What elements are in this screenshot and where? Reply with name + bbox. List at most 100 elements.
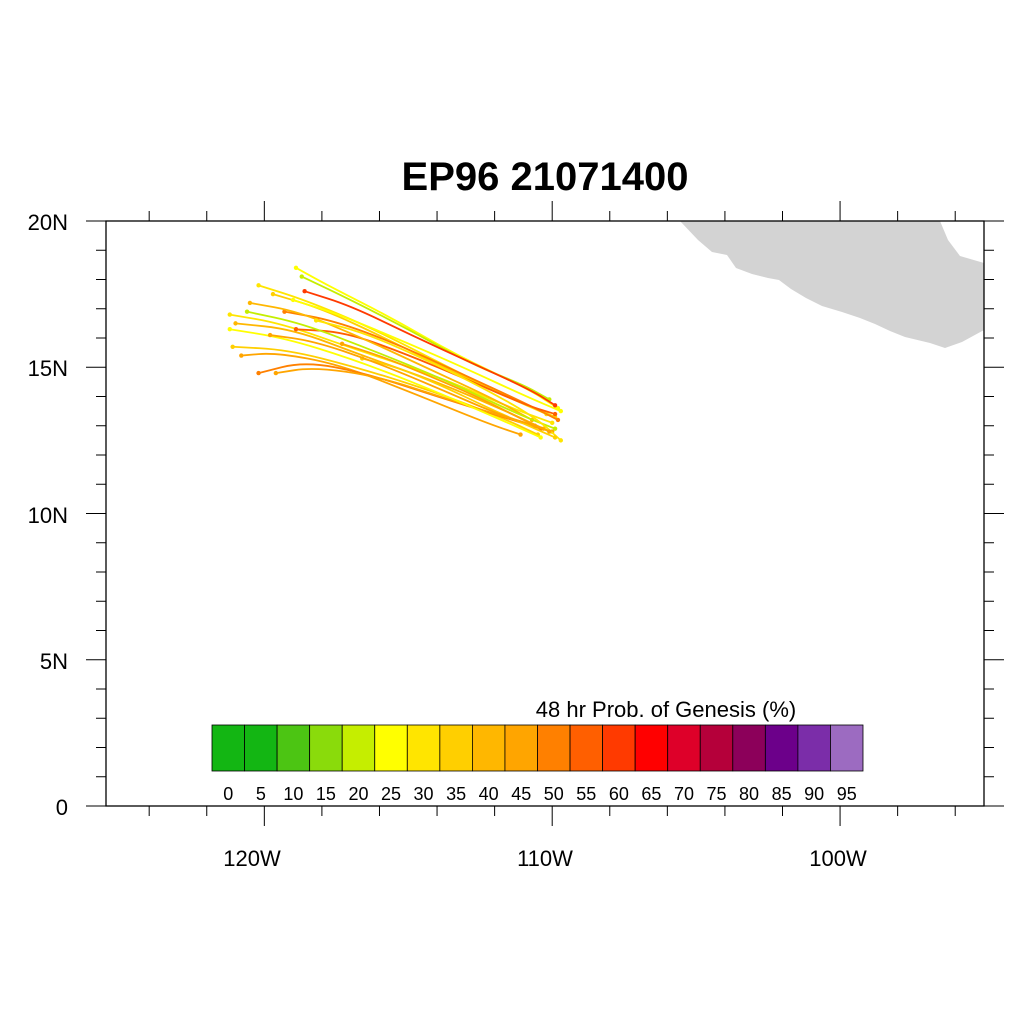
track-point: [299, 274, 304, 279]
track-line: [341, 342, 550, 433]
tracks-layer: [227, 265, 564, 443]
track-point: [552, 426, 558, 431]
x-tick-label-120w: 120W: [223, 846, 281, 871]
track-line: [295, 267, 559, 409]
track-line: [235, 322, 544, 430]
track-point: [538, 435, 543, 440]
colorbar-swatch: [732, 724, 766, 772]
track-point: [552, 435, 558, 440]
track-point: [247, 300, 253, 306]
track-point: [267, 332, 273, 338]
x-tick-label-110w: 110W: [517, 846, 573, 871]
colorbar-swatch: [406, 724, 441, 772]
colorbar-swatch: [276, 724, 311, 772]
colorbar-label: 15: [316, 784, 336, 804]
colorbar-label: 35: [446, 784, 466, 804]
y-tick-label-0: 0: [56, 795, 68, 820]
colorbar-swatch: [830, 724, 864, 772]
map-title: EP96 21071400: [402, 155, 689, 199]
track-point: [230, 344, 235, 349]
track-point: [256, 370, 261, 376]
track-line: [361, 357, 556, 439]
colorbar-label: 10: [283, 784, 303, 804]
track-point: [547, 429, 552, 434]
track-line: [275, 368, 553, 433]
track-line: [304, 290, 556, 407]
track-point: [532, 423, 538, 428]
track-line: [241, 352, 521, 436]
track-point: [270, 291, 276, 297]
track-point: [293, 265, 299, 270]
y-tick-label-20n: 20N: [28, 210, 68, 235]
track-point: [339, 341, 345, 347]
track-point: [293, 327, 299, 332]
colorbar-label: 65: [641, 784, 661, 804]
track-line: [292, 299, 562, 412]
track-point: [290, 297, 296, 303]
colorbar-label: 95: [837, 784, 857, 804]
colorbar-label: 40: [479, 784, 499, 804]
track-line: [315, 319, 562, 442]
land-mexico: [680, 221, 984, 348]
track-point: [239, 353, 244, 358]
track-point: [233, 321, 238, 326]
colorbar-swatch: [634, 724, 669, 772]
track-line: [269, 334, 536, 427]
colorbar-label: 75: [707, 784, 727, 804]
colorbar-swatch: [471, 724, 506, 772]
y-tick-label-10n: 10N: [28, 503, 68, 528]
colorbar-swatch: [341, 724, 376, 772]
track-point: [256, 283, 261, 288]
colorbar-label: 90: [804, 784, 824, 804]
colorbar-swatch: [439, 724, 473, 772]
axis-ticks: [86, 201, 1004, 826]
colorbar-label: 80: [739, 784, 759, 804]
colorbar-label: 45: [511, 784, 531, 804]
colorbar-swatch: [374, 724, 408, 772]
colorbar-title: 48 hr Prob. of Genesis (%): [536, 697, 796, 722]
track-point: [244, 309, 250, 314]
colorbar-swatch: [569, 724, 603, 772]
track-line: [229, 313, 553, 424]
colorbar-label: 85: [772, 784, 792, 804]
colorbar-swatch: [309, 724, 343, 772]
track-point: [549, 420, 555, 426]
track-point: [302, 289, 307, 294]
colorbar-swatch: [244, 724, 278, 772]
colorbar-swatch: [797, 724, 831, 772]
y-tick-label-5n: 5N: [40, 649, 68, 674]
track-line: [246, 310, 556, 430]
colorbar-swatch: [211, 724, 245, 772]
track-point: [518, 432, 523, 437]
colorbar-swatch: [504, 724, 538, 772]
track-point: [558, 408, 564, 414]
x-tick-label-100w: 100W: [809, 846, 867, 871]
track-point: [227, 327, 232, 332]
colorbar-label: 55: [576, 784, 596, 804]
y-tick-label-15n: 15N: [28, 356, 68, 381]
track-point: [227, 312, 232, 317]
track-point: [313, 318, 319, 323]
track-point: [555, 417, 561, 423]
colorbar-label: 0: [223, 784, 233, 804]
colorbar-label: 5: [256, 784, 266, 804]
track-point: [552, 403, 558, 408]
track-point: [552, 411, 558, 417]
colorbar-swatch: [537, 724, 571, 772]
track-point: [558, 438, 564, 443]
colorbar-label: 60: [609, 784, 629, 804]
colorbar-label: 70: [674, 784, 694, 804]
colorbar-swatch: [764, 724, 799, 772]
colorbar-swatch: [667, 724, 701, 772]
track-line: [249, 302, 533, 421]
colorbar-label: 25: [381, 784, 401, 804]
colorbar-swatch: [699, 724, 734, 772]
colorbar-label: 20: [348, 784, 368, 804]
colorbar-label: 30: [414, 784, 434, 804]
colorbar-swatch: [602, 724, 636, 772]
colorbar-label: 50: [544, 784, 564, 804]
track-line: [229, 328, 542, 439]
colorbar: 0 5 10 15 20 25 30 35 40 45 50 55 60 65 70 75 80 85 90 95: [211, 724, 864, 804]
track-point: [273, 370, 279, 376]
